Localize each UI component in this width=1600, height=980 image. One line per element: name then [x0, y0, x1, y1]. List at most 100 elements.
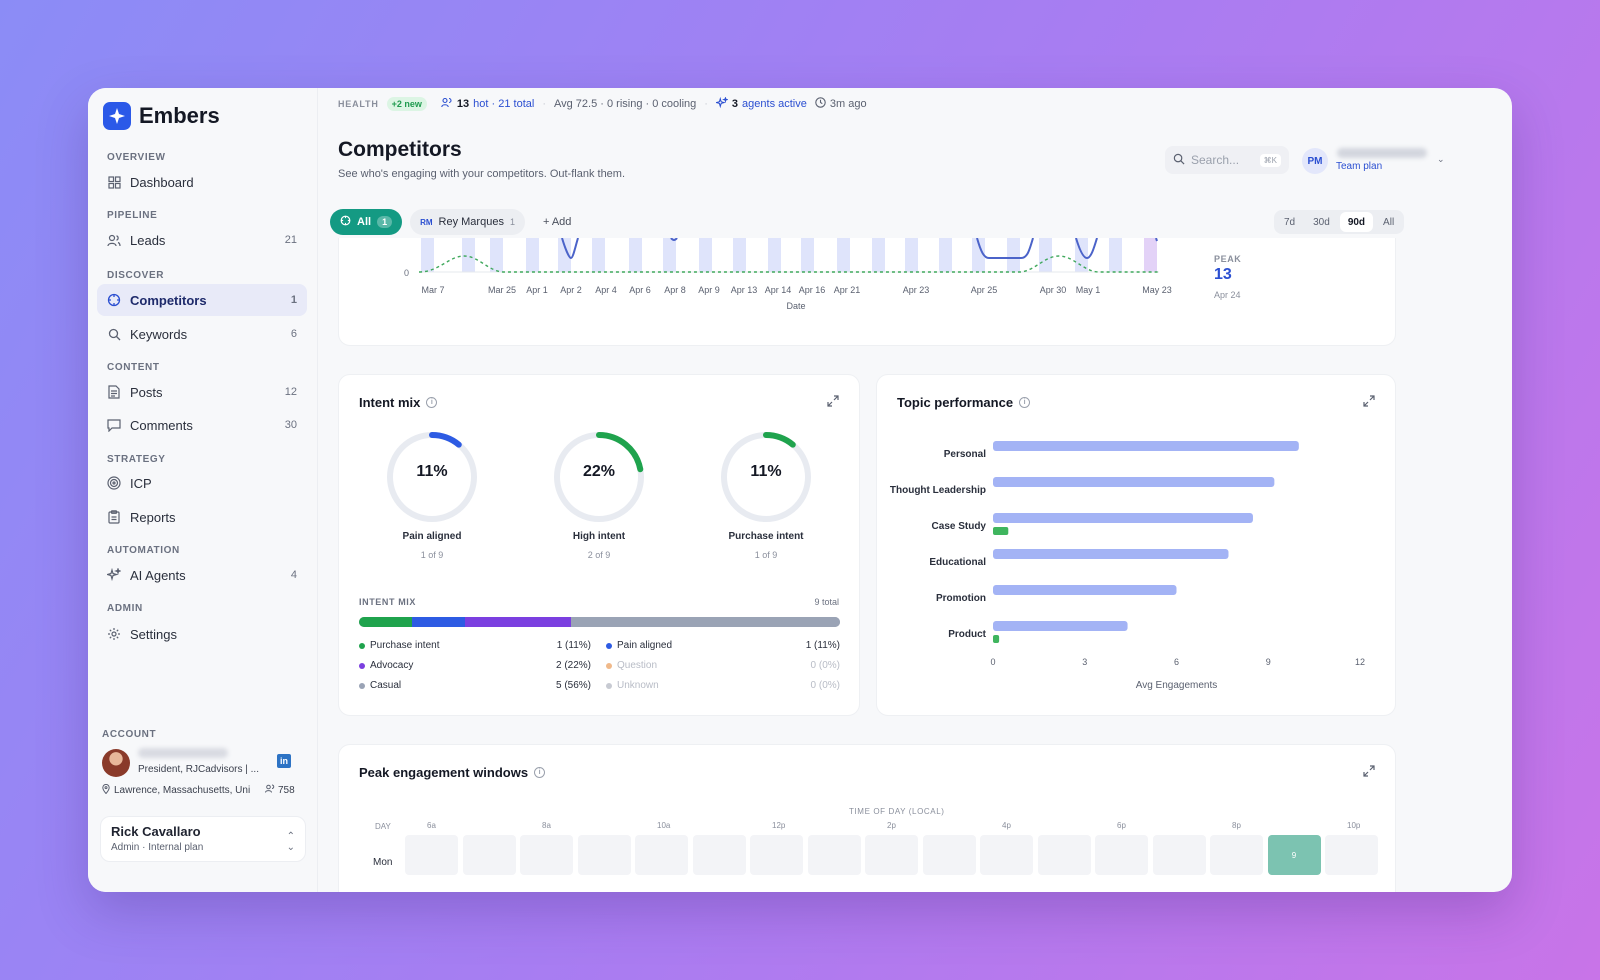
donut-label: Purchase intent [728, 531, 804, 542]
sidebar-item-ai-agents[interactable]: AI Agents 4 [97, 559, 307, 591]
target-icon [107, 476, 121, 490]
filter-all-chip[interactable]: All 1 [330, 209, 403, 235]
sidebar-item-reports[interactable]: Reports [97, 501, 307, 533]
range-all[interactable]: All [1383, 216, 1395, 228]
legend-label: Unknown [617, 680, 659, 691]
expand-icon[interactable] [827, 395, 839, 407]
range-30d[interactable]: 30d [1313, 216, 1330, 228]
search-icon [107, 327, 121, 341]
expand-icon[interactable] [1363, 395, 1375, 407]
intent-mix-segment [359, 617, 412, 627]
peak-date: Apr 24 [1214, 290, 1241, 300]
sidebar-item-dashboard[interactable]: Dashboard [97, 166, 307, 198]
timeline-bar [768, 238, 781, 272]
engagement-timeline-card: 0 Mar 7 Mar 25 Apr 1 Apr 2 Apr 4 Apr 6 Apr 8 Apr… [338, 238, 1396, 346]
heatmap-cell[interactable] [1095, 835, 1148, 875]
topic-tick-label: 6 [1174, 657, 1179, 667]
heatmap-cell[interactable] [807, 835, 861, 875]
document-icon [107, 385, 121, 399]
legend-value: 0 (0%) [810, 680, 840, 691]
expand-icon[interactable] [1363, 765, 1375, 777]
info-icon[interactable]: i [1019, 397, 1031, 408]
topic-performance-title-text: Topic performance [897, 395, 1014, 410]
heatmap-cell[interactable] [1152, 835, 1206, 875]
timeline-bar [462, 238, 475, 272]
heatmap-cell[interactable] [520, 835, 573, 875]
timeline-date-label: Apr 14 [765, 285, 792, 295]
peak-engagement-title: Peak engagement windows i [359, 765, 546, 780]
time-of-day-label: TIME OF DAY (LOCAL) [849, 807, 945, 816]
sidebar-item-settings[interactable]: Settings [97, 618, 307, 650]
intent-mix-bar [359, 617, 840, 627]
info-icon[interactable]: i [426, 397, 438, 408]
heatmap-cell[interactable]: 9 [1267, 835, 1321, 875]
topic-bar[interactable] [993, 585, 1177, 595]
heatmap-cell[interactable] [1325, 835, 1378, 875]
topic-bar-secondary[interactable] [993, 527, 1009, 535]
sidebar-item-leads[interactable]: Leads 21 [97, 224, 307, 256]
workspace-avatar[interactable]: PM [1302, 148, 1328, 174]
range-7d[interactable]: 7d [1284, 216, 1296, 228]
heatmap-cell[interactable] [865, 835, 918, 875]
filter-all-count: 1 [377, 216, 393, 228]
updated-text: 3m ago [829, 98, 867, 110]
sidebar-item-posts[interactable]: Posts 12 [97, 376, 307, 408]
sidebar-item-comments[interactable]: Comments 30 [97, 409, 307, 441]
timeline-bar [1039, 238, 1052, 272]
donut-arc [721, 432, 811, 522]
topic-bar[interactable] [993, 621, 1128, 631]
competitor-chip[interactable]: RM Rey Marques 1 [410, 209, 525, 235]
legend-advocacy: Advocacy [359, 660, 413, 671]
timeline-date-label: Apr 21 [834, 285, 861, 295]
section-discover: DISCOVER [107, 270, 165, 281]
hour-label: 4p [1002, 821, 1011, 830]
heatmap-cell[interactable] [980, 835, 1033, 875]
heatmap-cell[interactable] [635, 835, 688, 875]
info-icon[interactable]: i [534, 767, 546, 778]
health-bar: HEALTH +2 new 13 hot · 21 total · Avg 72… [338, 95, 867, 112]
search-input[interactable]: Search... ⌘K [1165, 146, 1289, 174]
timeline-date-label: Apr 13 [731, 285, 758, 295]
donut-label: Pain aligned [402, 531, 462, 542]
avg-stat: Avg 72.5 · 0 rising · 0 cooling [553, 98, 697, 110]
heatmap-cell[interactable] [1210, 835, 1263, 875]
search-placeholder: Search... [1191, 153, 1240, 167]
day-column-label: DAY [375, 822, 391, 831]
topic-bar[interactable] [993, 477, 1275, 487]
brand[interactable]: Embers [103, 102, 220, 130]
sidebar-item-icp[interactable]: ICP [97, 467, 307, 499]
topic-category-label: Personal [944, 449, 986, 460]
heatmap-cell[interactable] [692, 835, 746, 875]
range-90d[interactable]: 90d [1339, 212, 1374, 232]
heatmap-cell[interactable] [577, 835, 631, 875]
user-switcher[interactable]: Rick Cavallaro Admin · Internal plan ⌃ ⌄ [100, 816, 306, 862]
linkedin-icon[interactable]: in [277, 754, 291, 768]
sidebar-item-keywords[interactable]: Keywords 6 [97, 318, 307, 350]
topic-bar[interactable] [993, 441, 1299, 451]
agents-stat[interactable]: 3 agents active [714, 95, 807, 112]
donut-label: High intent [572, 531, 626, 542]
heatmap-cell[interactable] [750, 835, 803, 875]
chevron-down-icon[interactable]: ⌄ [1437, 154, 1445, 164]
topic-bar[interactable] [993, 513, 1253, 523]
legend-value: 1 (11%) [556, 640, 591, 651]
legend-value: 0 (0%) [810, 660, 840, 671]
sidebar-item-competitors[interactable]: Competitors 1 [97, 284, 307, 316]
sparkles-icon [714, 95, 729, 112]
heatmap-cell[interactable] [1037, 835, 1091, 875]
hot-text: hot · 21 total [473, 98, 535, 110]
heatmap-cell[interactable] [405, 835, 458, 875]
add-competitor-button[interactable]: + Add [542, 216, 572, 228]
timeline-bar [421, 238, 434, 272]
workspace-name-redacted [1337, 148, 1427, 158]
avatar[interactable] [102, 749, 130, 777]
users-icon [107, 233, 121, 247]
hour-label: 8a [542, 821, 551, 830]
hot-leads-stat[interactable]: 13 hot · 21 total [441, 97, 534, 111]
topic-bar[interactable] [993, 549, 1229, 559]
topic-bar-secondary[interactable] [993, 635, 1000, 643]
timeline-date-label: Apr 2 [560, 285, 582, 295]
heatmap-cell[interactable] [462, 835, 516, 875]
account-name-redacted [138, 748, 228, 758]
heatmap-cell[interactable] [922, 835, 976, 875]
